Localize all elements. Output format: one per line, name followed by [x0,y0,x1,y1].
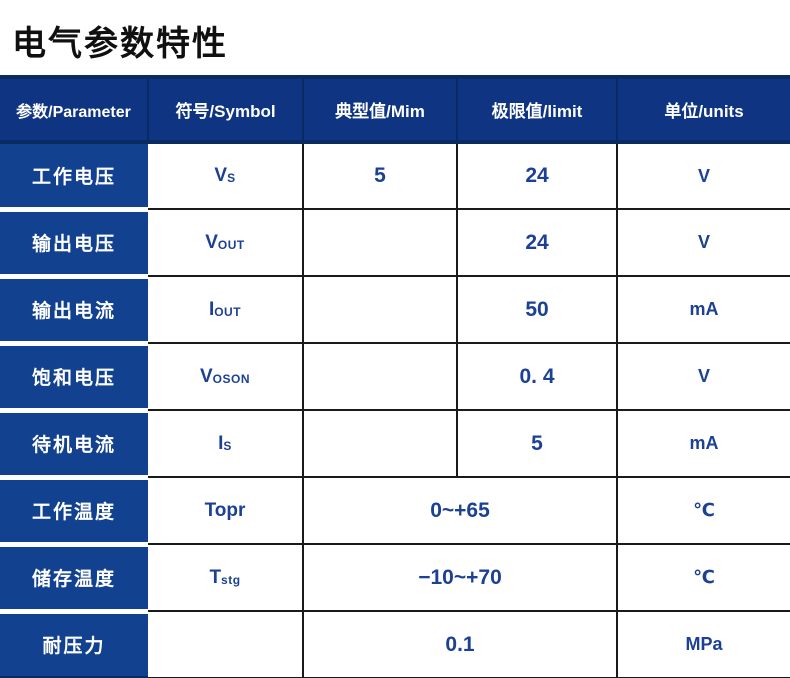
unit-cell: V [616,141,790,210]
symbol-cell: IS [148,409,304,478]
param-cell: 工作温度 [0,477,148,547]
table-row-saturation-voltage: 饱和电压 VOSON 0. 4 V [0,342,790,413]
col-header-parameter: 参数/Parameter [0,75,148,144]
table-row-standby-current: 待机电流 IS 5 mA [0,409,790,480]
symbol-cell: IOUT [148,275,304,344]
unit-cell: mA [616,275,790,344]
table-row-operating-temperature: 工作温度 Topr 0~+65 ℃ [0,476,790,547]
symbol-subscript: OUT [214,304,242,319]
table-row-output-current: 输出电流 IOUT 50 mA [0,275,790,346]
unit-cell: MPa [616,610,790,678]
symbol-main: V [214,165,228,186]
limit-cell: 24 [456,141,618,210]
symbol-subscript: S [227,171,236,185]
limit-cell: 50 [456,275,618,344]
symbol-cell: VOSON [148,342,304,411]
col-header-units: 单位/units [616,75,790,144]
table-row-operating-voltage: 工作电压 VS 5 24 V [0,141,790,212]
symbol-main: Topr [204,499,246,521]
symbol-cell: VS [148,141,304,210]
symbol-cell: Tstg [148,543,304,612]
unit-cell: ℃ [616,543,790,612]
limit-cell: 24 [456,208,618,277]
unit-cell: V [616,208,790,277]
param-cell: 待机电流 [0,410,148,480]
param-cell: 输出电压 [0,209,148,279]
param-cell: 工作电压 [0,142,148,212]
page-title: 电气参数特性 [12,25,228,63]
symbol-subscript: OUT [217,237,245,252]
col-header-symbol: 符号/Symbol [147,75,303,144]
symbol-subscript: stg [221,572,241,587]
symbol-subscript: OSON [212,371,251,386]
limit-cell: 5 [456,409,618,478]
electrical-parameters-table: 参数/Parameter 符号/Symbol 典型值/Mim 极限值/limit… [0,75,790,678]
table-row-pressure-resistance: 耐压力 0.1 MPa [0,610,790,678]
typical-cell: 5 [302,141,458,210]
typical-cell [302,275,458,344]
typical-cell [302,208,458,277]
unit-cell: mA [616,409,790,478]
param-cell: 储存温度 [0,544,148,614]
symbol-main: T [209,566,222,588]
unit-cell: ℃ [616,476,790,545]
header-row: 参数/Parameter 符号/Symbol 典型值/Mim 极限值/limit… [0,75,790,144]
symbol-subscript: S [223,438,232,453]
symbol-cell [148,610,304,678]
range-value-cell: 0.1 [302,610,618,678]
limit-cell: 0. 4 [456,342,618,411]
param-cell: 耐压力 [0,611,148,678]
col-header-limit: 极限值/limit [456,75,617,144]
symbol-cell: Topr [148,476,304,545]
range-value-cell: 0~+65 [302,476,618,545]
symbol-main: I [208,298,215,320]
range-value-cell: −10~+70 [302,543,618,612]
param-cell: 输出电流 [0,276,148,346]
table-row-storage-temperature: 储存温度 Tstg −10~+70 ℃ [0,543,790,614]
symbol-main: V [199,365,213,387]
unit-cell: V [616,342,790,411]
param-cell: 饱和电压 [0,343,148,413]
table-row-output-voltage: 输出电压 VOUT 24 V [0,208,790,279]
typical-cell [302,342,458,411]
col-header-typical: 典型值/Mim [302,75,457,144]
symbol-main: V [205,231,218,253]
symbol-cell: VOUT [148,208,304,277]
symbol-main: I [218,432,224,454]
typical-cell [302,409,458,478]
